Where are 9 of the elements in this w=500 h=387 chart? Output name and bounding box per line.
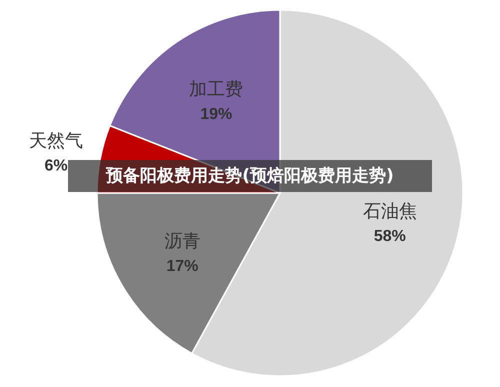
text: 预备阳极费用走势(预焙阳极费用走势) (68, 160, 432, 192)
slice-label: 沥青 (164, 230, 200, 252)
slice-label: 加工费 (189, 79, 244, 100)
data-label: 19% (200, 106, 232, 124)
slice-label: 石油焦 (362, 201, 417, 222)
slice-label: 天然气 (29, 130, 84, 152)
data-label: 17% (166, 258, 198, 275)
data-label: 58% (374, 228, 406, 246)
data-label: 6% (44, 157, 68, 174)
